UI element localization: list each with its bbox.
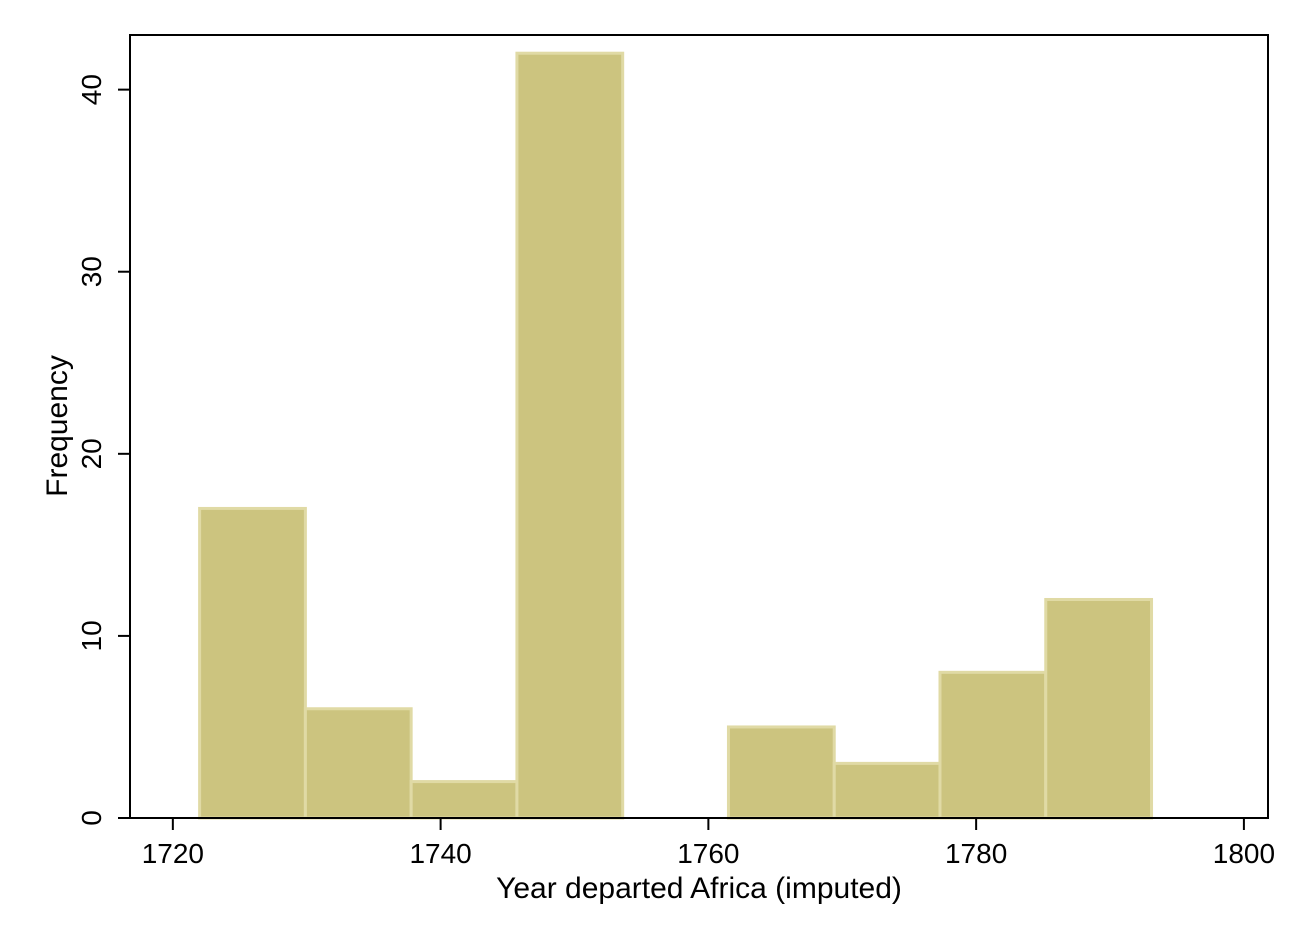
y-tick-label: 20 [76,438,107,469]
x-axis-title: Year departed Africa (imputed) [496,872,902,905]
histogram-bar-7 [832,761,942,820]
histogram-bar-9 [1044,597,1154,820]
histogram-bar-6 [726,725,836,820]
histogram-bar-2 [303,707,413,820]
x-tick-label: 1720 [142,838,204,869]
x-tick-label: 1760 [677,838,739,869]
x-tick-label: 1740 [409,838,471,869]
histogram-bar-4 [515,51,625,820]
x-tick-label: 1780 [945,838,1007,869]
histogram-bar-3 [409,780,519,820]
histogram-bar-8 [938,670,1048,820]
y-tick-label: 40 [76,74,107,105]
y-axis-title: Frequency [41,355,74,497]
y-tick-label: 0 [76,810,107,826]
x-axis-ticks: 1720 1740 1760 1780 1800 [142,818,1275,869]
y-axis-ticks: 0 10 20 30 40 [76,74,130,826]
histogram-bar-1 [198,506,307,820]
bars-group [198,51,1154,820]
x-tick-label: 1800 [1213,838,1275,869]
y-tick-label: 10 [76,620,107,651]
y-tick-label: 30 [76,256,107,287]
